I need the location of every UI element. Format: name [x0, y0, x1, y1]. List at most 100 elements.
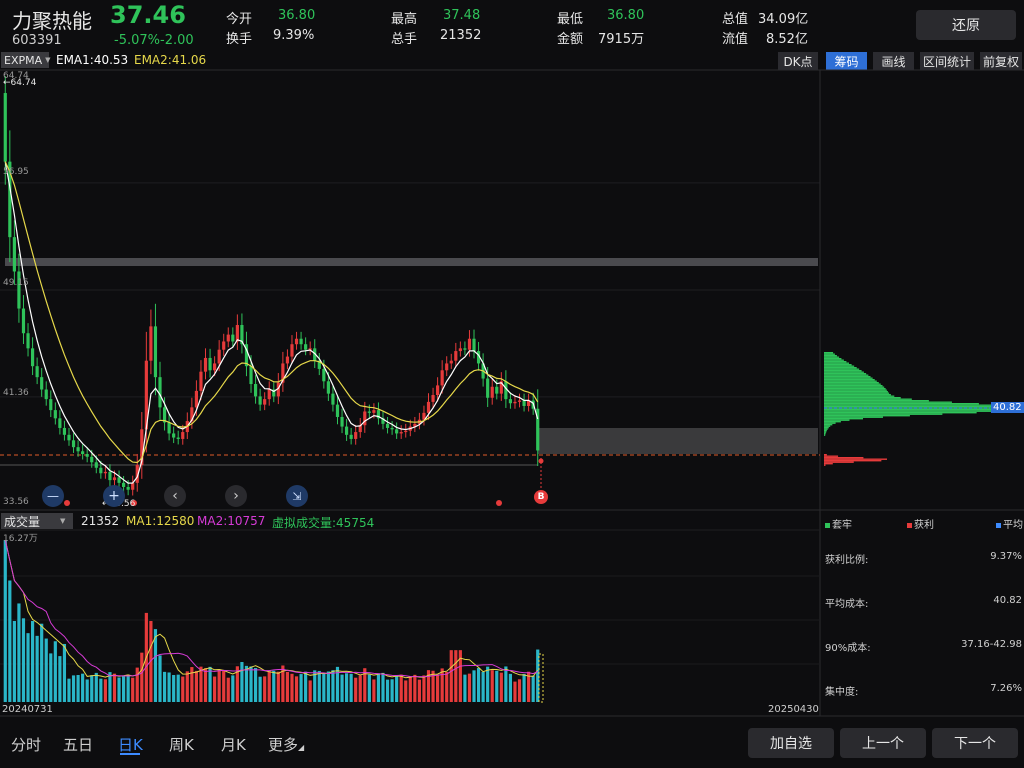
- tab-weekly-k[interactable]: 周K: [169, 736, 194, 754]
- volume-bar: [140, 652, 144, 702]
- candle-body: [390, 427, 394, 430]
- candle-body: [213, 363, 217, 371]
- tab-chips[interactable]: 筹码: [826, 52, 867, 70]
- chip-bar: [824, 352, 834, 354]
- zoom-out-button[interactable]: —: [42, 485, 64, 507]
- chip-bar: [824, 430, 827, 432]
- restore-button[interactable]: 还原: [916, 10, 1016, 40]
- legend-profit-swatch: [907, 523, 912, 528]
- volume-bar: [240, 662, 244, 702]
- volume-bar: [454, 650, 458, 702]
- volume-ma1-line: [4, 539, 539, 679]
- chart-grid: [0, 69, 1024, 717]
- collapse-icon[interactable]: ⇲: [286, 485, 308, 507]
- volume-bar: [231, 675, 235, 702]
- candle-body: [90, 456, 94, 463]
- buy-signal-icon[interactable]: B: [534, 490, 548, 504]
- volume-value: 21352: [440, 28, 482, 43]
- volume-bar: [449, 650, 453, 702]
- open-value: 36.80: [278, 8, 316, 23]
- chip-bar: [824, 422, 836, 424]
- volume-bar: [531, 675, 535, 702]
- volume-bar: [226, 677, 230, 702]
- concentration-value: 7.26%: [990, 683, 1022, 694]
- candle-body: [194, 390, 199, 408]
- candle-body: [94, 462, 98, 468]
- volume-bar: [331, 670, 335, 702]
- volume-bar: [508, 673, 513, 702]
- volume-bar: [513, 681, 517, 702]
- virtual-volume-bar: [538, 653, 544, 703]
- candle-body: [331, 393, 335, 405]
- candle-body: [335, 404, 340, 417]
- chip-bar: [824, 383, 881, 385]
- volume-bar: [431, 670, 435, 702]
- concentration-label: 集中度:: [825, 687, 859, 698]
- volume-bar: [76, 675, 80, 702]
- scroll-right-button[interactable]: ›: [225, 485, 247, 507]
- chip-bar: [824, 419, 850, 421]
- prev-stock-button[interactable]: 上一个: [840, 728, 926, 758]
- volume-ma2: MA2:10757: [197, 514, 266, 528]
- chip-bar: [824, 353, 835, 355]
- next-stock-button[interactable]: 下一个: [932, 728, 1018, 758]
- scroll-left-button[interactable]: ‹: [164, 485, 186, 507]
- candle-body: [517, 400, 522, 402]
- add-watchlist-button[interactable]: 加自选: [748, 728, 834, 758]
- candle-body: [40, 377, 44, 390]
- indicator-select[interactable]: EXPMA ▼: [1, 52, 51, 68]
- zoom-in-button[interactable]: +: [103, 485, 125, 507]
- volume-ma1: MA1:12580: [126, 514, 195, 528]
- tab-range-stats[interactable]: 区间统计: [920, 52, 974, 70]
- volume-bar: [94, 672, 98, 702]
- volume-bar: [35, 635, 39, 702]
- high-marker: ←64.74: [3, 78, 37, 88]
- price-axis-top: 64.74: [3, 71, 29, 81]
- tab-daily-k[interactable]: 日K: [118, 736, 143, 754]
- chip-bar: [824, 424, 833, 426]
- tab-forward-adjust[interactable]: 前复权: [980, 52, 1022, 70]
- tab-intraday[interactable]: 分时: [11, 736, 42, 754]
- chip-bar: [824, 376, 871, 378]
- candle-body: [153, 326, 158, 378]
- volume-bar: [354, 677, 358, 702]
- candle-body: [527, 400, 531, 406]
- volume-bar: [344, 673, 349, 702]
- signal-dot: [496, 500, 502, 506]
- candle-body: [463, 348, 467, 350]
- volume-bar: [381, 672, 385, 702]
- volume-bar: [349, 673, 353, 702]
- tab-draw[interactable]: 画线: [873, 52, 914, 70]
- chip-bar: [824, 455, 839, 457]
- volume-bar: [135, 667, 139, 702]
- candle-body: [199, 371, 203, 391]
- candle-body: [413, 423, 417, 427]
- candle-body: [135, 465, 139, 483]
- volume-bar: [395, 675, 399, 702]
- volume-bar: [149, 621, 153, 702]
- volume-bar: [417, 679, 421, 702]
- legend-trap-swatch: [825, 523, 830, 528]
- candle-body: [158, 377, 162, 408]
- volume-bar: [90, 675, 94, 702]
- candle-body: [426, 401, 431, 413]
- volume-select[interactable]: 成交量 ▼: [1, 513, 73, 529]
- chip-bar: [824, 388, 886, 390]
- tab-five-day[interactable]: 五日: [63, 736, 94, 754]
- float-value: 8.52亿: [766, 32, 808, 47]
- volume-bar: [144, 612, 148, 702]
- candle-body: [285, 356, 290, 364]
- chip-bar: [824, 415, 910, 417]
- chip-bar: [824, 380, 877, 382]
- volume-bar: [158, 655, 162, 702]
- candle-body: [258, 396, 262, 405]
- tab-monthly-k[interactable]: 月K: [221, 736, 246, 754]
- candles-group: [3, 76, 540, 504]
- current-price: 37.46: [110, 1, 186, 29]
- tab-more[interactable]: 更多◢: [268, 734, 304, 755]
- dk-point-button[interactable]: DK点: [778, 52, 818, 70]
- chip-bar: [824, 457, 864, 459]
- open-label: 今开: [226, 12, 253, 27]
- chip-bar: [824, 358, 842, 360]
- volume-ma-lines: [4, 539, 544, 703]
